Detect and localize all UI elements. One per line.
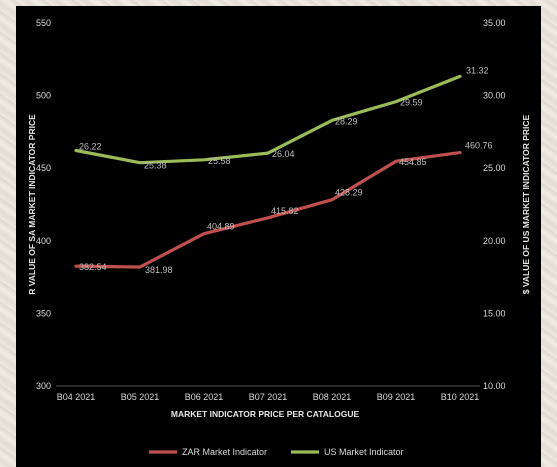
- x-axis-tick-label: B10 2021: [441, 392, 480, 402]
- x-axis-tick-label: B06 2021: [185, 392, 224, 402]
- data-label: 454.85: [399, 157, 427, 167]
- legend-label-us: US Market Indicator: [324, 447, 404, 457]
- y2-axis-title: $ VALUE OF US MARKET INDICATOR PRICE: [521, 114, 531, 294]
- y2-axis-tick-label: 15.00: [483, 308, 506, 318]
- x-axis-tick-label: B04 2021: [57, 392, 96, 402]
- y-axis-tick-label: 400: [36, 236, 51, 246]
- series-line-zar: [74, 151, 462, 269]
- x-axis-tick-label: B07 2021: [249, 392, 288, 402]
- y2-axis-tick-label: 25.00: [483, 163, 506, 173]
- x-axis-tick-label: B09 2021: [377, 392, 416, 402]
- data-label: 25.58: [208, 156, 231, 166]
- line-chart: 300 350 400 450 500 550 10.00 15.00 20.00 25.00 30…: [27, 18, 531, 457]
- x-axis-tick-label: B08 2021: [313, 392, 352, 402]
- chart-panel: 300 350 400 450 500 550 10.00 15.00 20.00 25.00 30…: [16, 6, 541, 467]
- data-label: 31.32: [466, 65, 489, 75]
- y2-axis-tick-label: 10.00: [483, 381, 506, 391]
- y-axis-tick-label: 450: [36, 163, 51, 173]
- data-label: 25.38: [144, 161, 167, 171]
- data-label: 28.29: [335, 116, 358, 126]
- y2-axis-tick-label: 35.00: [483, 18, 506, 28]
- data-label: 381.98: [145, 265, 173, 275]
- y-axis-tick-label: 350: [36, 308, 51, 318]
- data-label: 26.04: [272, 149, 295, 159]
- legend-label-zar: ZAR Market Indicator: [182, 447, 267, 457]
- data-label: 382.54: [79, 262, 107, 272]
- data-label: 404.89: [207, 222, 235, 232]
- y-axis-tick-label: 300: [36, 381, 51, 391]
- y2-axis-tick-label: 30.00: [483, 91, 506, 101]
- y2-axis-tick-label: 20.00: [483, 236, 506, 246]
- y-axis-tick-label: 500: [36, 91, 51, 101]
- data-label: 428.29: [335, 188, 363, 198]
- data-label: 29.59: [400, 98, 423, 108]
- series-line-us: [74, 74, 462, 165]
- data-label: 26.22: [79, 141, 102, 151]
- y-axis-tick-label: 550: [36, 18, 51, 28]
- x-axis-title: MARKET INDICATOR PRICE PER CATALOGUE: [171, 409, 360, 419]
- data-label: 460.76: [465, 141, 493, 151]
- x-axis-tick-label: B05 2021: [121, 392, 160, 402]
- data-label: 415.82: [271, 206, 299, 216]
- y-axis-title: R VALUE OF SA MARKET INDICATOR PRICE: [27, 114, 37, 295]
